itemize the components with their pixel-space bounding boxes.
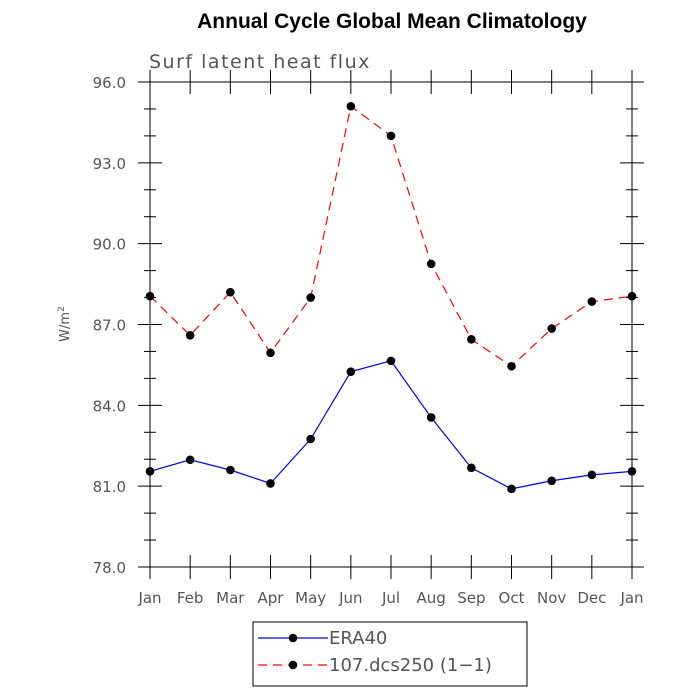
data-point: [467, 335, 476, 344]
y-axis-label: W/m2: [57, 306, 73, 342]
x-tick-label: Oct: [499, 589, 525, 607]
x-tick-label: Nov: [537, 589, 566, 607]
data-point: [185, 330, 195, 340]
legend-marker: [288, 633, 298, 643]
data-point: [426, 259, 436, 269]
data-point: [386, 356, 396, 366]
legend-label: ERA40: [329, 628, 387, 649]
data-point: [266, 479, 275, 488]
legend: ERA40 107.dcs250 (1−1): [258, 628, 492, 676]
data-point: [226, 287, 235, 297]
y-axis-label-superscript: 2: [57, 306, 67, 312]
data-point: [226, 465, 235, 475]
chart-subtitle: Surf latent heat flux: [149, 51, 371, 73]
y-tick-label: 87.0: [93, 317, 126, 335]
x-tick-label: Dec: [577, 589, 606, 607]
data-point: [145, 291, 155, 301]
data-point: [467, 463, 476, 473]
data-point: [346, 367, 356, 376]
data-point: [627, 467, 637, 476]
data-point: [386, 131, 396, 141]
x-tick-label: Jul: [381, 589, 400, 607]
legend-box: [252, 621, 528, 687]
x-tick-label: Mar: [216, 589, 245, 607]
axis-ticks: [138, 70, 644, 579]
data-point: [266, 348, 275, 358]
data-point: [346, 101, 356, 111]
legend-item: ERA40: [258, 628, 387, 649]
series-2: [145, 101, 637, 371]
data-point: [587, 470, 597, 480]
x-tick-label: Jan: [619, 589, 643, 607]
data-point: [426, 413, 436, 422]
x-tick-label: Apr: [258, 589, 285, 607]
legend-marker: [288, 660, 298, 670]
chart-title: Annual Cycle Global Mean Climatology: [197, 10, 587, 33]
legend-label: 107.dcs250 (1−1): [329, 655, 492, 676]
series-line: [149, 105, 633, 368]
data-point: [547, 324, 556, 333]
y-tick-label: 90.0: [93, 236, 126, 254]
x-tick-label: Feb: [177, 589, 204, 607]
data-point: [507, 484, 516, 494]
x-tick-label: Jun: [338, 589, 362, 607]
y-tick-label: 84.0: [93, 397, 126, 415]
y-tick-label: 81.0: [93, 478, 126, 496]
x-tick-label: Jan: [137, 589, 161, 607]
y-tick-label: 96.0: [93, 74, 126, 92]
data-point: [306, 434, 315, 444]
data-point: [145, 467, 155, 476]
plot-frame: [149, 81, 633, 568]
data-point: [587, 297, 597, 306]
series-layer: [145, 101, 637, 494]
series-1: [145, 356, 637, 494]
data-point: [185, 455, 195, 465]
y-tick-label: 93.0: [93, 155, 126, 173]
data-point: [306, 293, 315, 302]
y-tick-label: 78.0: [93, 559, 126, 577]
series-line: [149, 360, 633, 490]
legend-item: 107.dcs250 (1−1): [258, 655, 492, 676]
data-point: [547, 476, 556, 486]
data-point: [627, 291, 637, 301]
x-tick-label: Sep: [457, 589, 485, 607]
x-tick-label: Aug: [417, 589, 446, 607]
x-tick-labels: Jan Feb Mar Apr May Jun Jul Aug Sep Oct Nov Dec Jan: [137, 589, 643, 607]
x-tick-label: May: [295, 589, 326, 607]
y-tick-labels: 78.0 81.0 84.0 87.0 90.0 93.0 96.0: [93, 74, 126, 577]
data-point: [507, 361, 516, 371]
